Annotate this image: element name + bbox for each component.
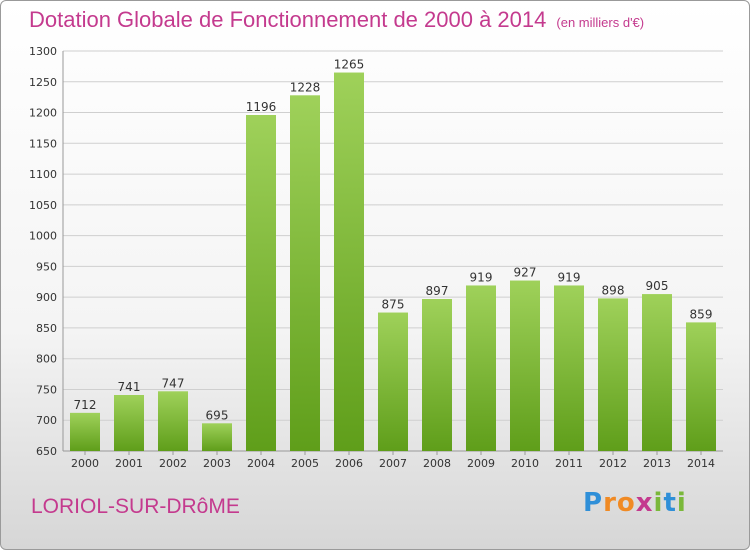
logo-letter: P (583, 488, 604, 518)
x-tick-label: 2003 (203, 457, 231, 470)
x-tick-label: 2008 (423, 457, 451, 470)
bar (334, 72, 364, 452)
x-tick-label: 2000 (71, 457, 99, 470)
x-tick-label: 2006 (335, 457, 363, 470)
x-tick-label: 2001 (115, 457, 143, 470)
bar (510, 280, 540, 451)
data-label: 897 (426, 284, 449, 298)
logo-letter: x (635, 488, 654, 518)
bar (246, 115, 276, 451)
data-label: 875 (382, 298, 405, 312)
bar (378, 312, 408, 451)
data-label: 919 (558, 270, 581, 284)
x-tick-label: 2005 (291, 457, 319, 470)
y-tick-label: 850 (36, 322, 57, 335)
y-tick-label: 800 (36, 353, 57, 366)
bar (554, 285, 584, 451)
data-label: 1196 (246, 100, 277, 114)
bar (642, 294, 672, 451)
x-tick-label: 2014 (687, 457, 715, 470)
chart-title: Dotation Globale de Fonctionnement de 20… (29, 7, 644, 33)
y-tick-label: 750 (36, 383, 57, 396)
bar (70, 412, 100, 451)
bar (114, 395, 144, 451)
data-label: 712 (74, 398, 97, 412)
x-tick-label: 2012 (599, 457, 627, 470)
bar (466, 285, 496, 451)
x-tick-label: 2013 (643, 457, 671, 470)
title-unit: (en milliers d'€) (556, 15, 645, 30)
data-label: 905 (646, 279, 669, 293)
y-tick-label: 1250 (29, 76, 57, 89)
data-label: 747 (162, 376, 185, 390)
axes: 650 700 750 800 850 900 950 1000 1050 1100 1150 120… (29, 45, 723, 470)
y-tick-label: 1300 (29, 45, 57, 58)
title-text: Dotation Globale de Fonctionnement de 20… (29, 7, 547, 32)
bar (422, 299, 452, 451)
commune-name: LORIOL-SUR-DRôME (31, 495, 240, 518)
logo-letter: r (603, 488, 617, 518)
bar (686, 322, 716, 451)
data-label: 695 (206, 408, 229, 422)
data-label: 859 (690, 307, 713, 321)
y-tick-label: 1100 (29, 168, 57, 181)
bar (290, 95, 320, 452)
y-tick-label: 1150 (29, 137, 57, 150)
bar (202, 423, 232, 451)
data-label: 919 (470, 270, 493, 284)
bar (598, 298, 628, 451)
logo-letter: o (616, 488, 636, 518)
data-label: 927 (514, 266, 537, 280)
data-label: 1265 (334, 58, 365, 72)
x-tick-label: 2011 (555, 457, 583, 470)
bar (158, 391, 188, 451)
data-label: 898 (602, 283, 625, 297)
y-tick-label: 1000 (29, 230, 57, 243)
data-label: 1228 (290, 80, 321, 94)
x-tick-label: 2002 (159, 457, 187, 470)
data-labels: 712 741 747 695 1196 1228 1265 875 897 919 927 919 8… (74, 58, 713, 423)
y-tick-label: 1200 (29, 107, 57, 120)
y-tick-label: 650 (36, 445, 57, 458)
logo-letter: i (653, 488, 664, 518)
logo-letter: i (676, 488, 687, 518)
x-tick-label: 2007 (379, 457, 407, 470)
data-label: 741 (118, 380, 141, 394)
bars (70, 72, 716, 452)
y-tick-label: 900 (36, 291, 57, 304)
y-tick-label: 950 (36, 260, 57, 273)
x-tick-label: 2009 (467, 457, 495, 470)
x-tick-label: 2004 (247, 457, 275, 470)
y-tick-label: 700 (36, 414, 57, 427)
logo-letter: t (663, 488, 677, 518)
y-tick-label: 1050 (29, 199, 57, 212)
proxiti-logo[interactable]: Proxiti (583, 488, 687, 518)
x-tick-label: 2010 (511, 457, 539, 470)
